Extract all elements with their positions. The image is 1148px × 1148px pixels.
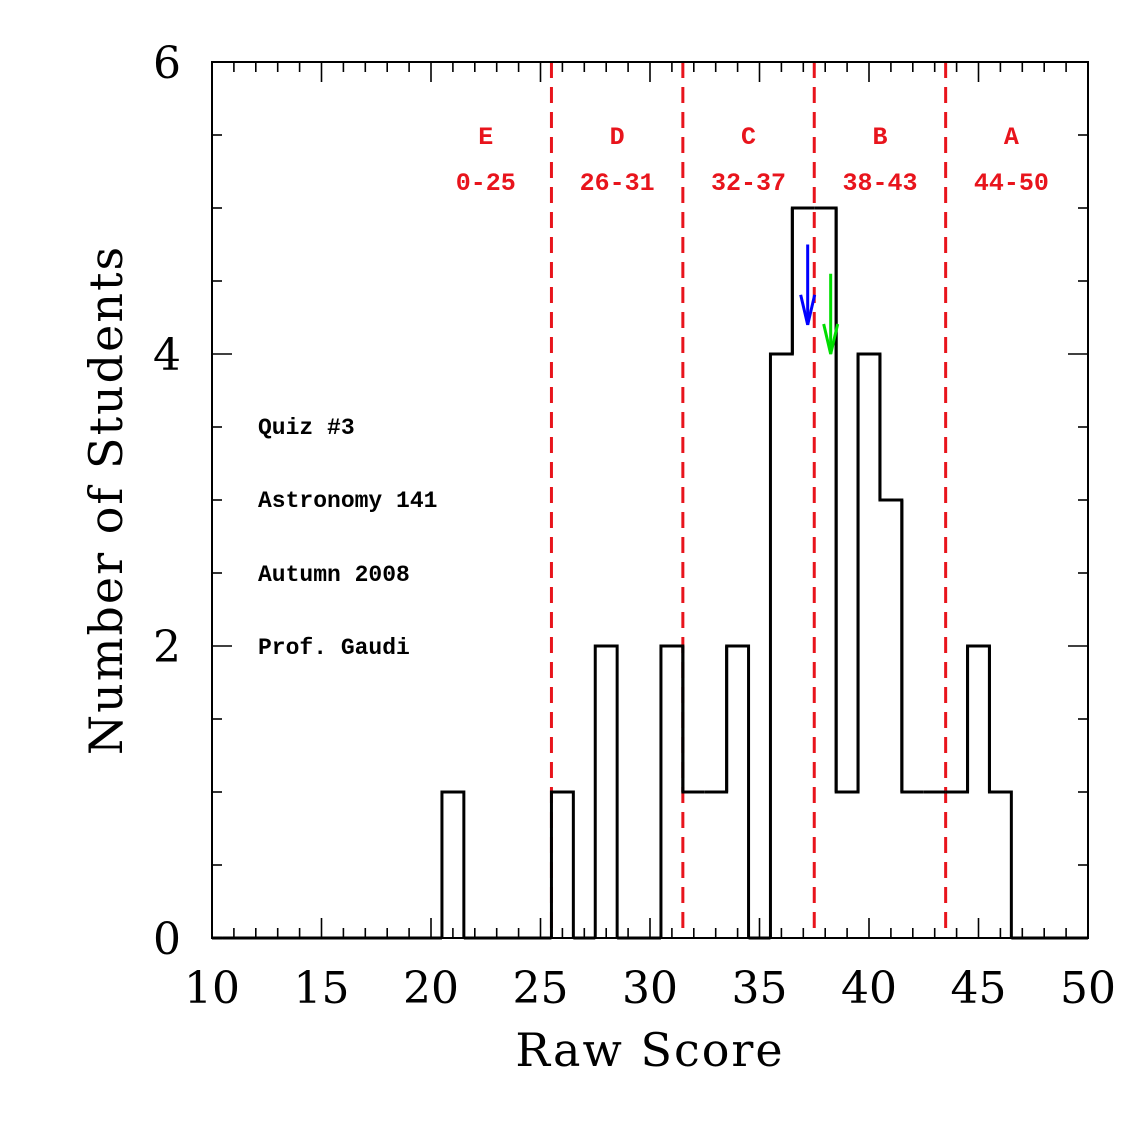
- grade-letter: A: [1004, 123, 1019, 152]
- y-tick-label: 4: [153, 330, 181, 381]
- x-tick-label: 45: [951, 963, 1007, 1014]
- green-arrow-head: [822, 323, 840, 355]
- grade-range: 26-31: [580, 169, 655, 198]
- plot-frame: [211, 61, 1089, 939]
- grade-letter: C: [741, 123, 756, 152]
- histogram-bar: [790, 206, 815, 354]
- y-axis-title: Number of Students: [79, 245, 133, 755]
- histogram-bar: [725, 644, 751, 938]
- grade-letter: E: [478, 123, 493, 152]
- histogram-bar: [440, 790, 466, 938]
- x-tick-labels: 10 15 20 25 30 35 40 45 50: [184, 963, 1116, 1014]
- histogram-bar: [549, 790, 575, 938]
- annotation-instructor: Prof. Gaudi: [258, 635, 410, 661]
- x-tick-label: 35: [732, 963, 788, 1014]
- histogram-bar: [593, 644, 619, 938]
- annotation-term: Autumn 2008: [258, 562, 410, 588]
- mean-markers: [799, 244, 840, 355]
- histogram-bar: [987, 646, 1013, 938]
- annotation-quiz: Quiz #3: [258, 415, 355, 441]
- grade-letter: D: [610, 123, 625, 152]
- histogram-bar: [900, 500, 924, 794]
- x-tick-label: 25: [513, 963, 569, 1014]
- blue-arrow-head: [799, 294, 817, 326]
- y-tick-label: 2: [153, 622, 181, 673]
- annotation-block: Quiz #3 Astronomy 141 Autumn 2008 Prof. …: [258, 415, 437, 661]
- minor-ticks: [212, 62, 1088, 938]
- y-tick-label: 0: [153, 914, 181, 965]
- x-axis-title: Raw Score: [515, 1023, 784, 1077]
- x-tick-label: 40: [841, 963, 897, 1014]
- grade-range: 44-50: [974, 169, 1049, 198]
- y-tick-labels: 0 2 4 6: [153, 38, 181, 965]
- grade-range: 0-25: [456, 169, 516, 198]
- grade-labels: E 0-25 D 26-31 C 32-37 B 38-43 A 44-50: [456, 123, 1049, 198]
- x-tick-label: 15: [294, 963, 350, 1014]
- grade-letter: B: [872, 123, 887, 152]
- x-tick-label: 20: [403, 963, 459, 1014]
- annotation-course: Astronomy 141: [258, 488, 437, 514]
- grade-range: 38-43: [842, 169, 917, 198]
- x-tick-label: 50: [1060, 963, 1116, 1014]
- histogram-bar: [681, 646, 705, 794]
- grade-range: 32-37: [711, 169, 786, 198]
- x-tick-label: 30: [622, 963, 678, 1014]
- y-tick-label: 6: [153, 38, 181, 89]
- x-tick-label: 10: [184, 963, 240, 1014]
